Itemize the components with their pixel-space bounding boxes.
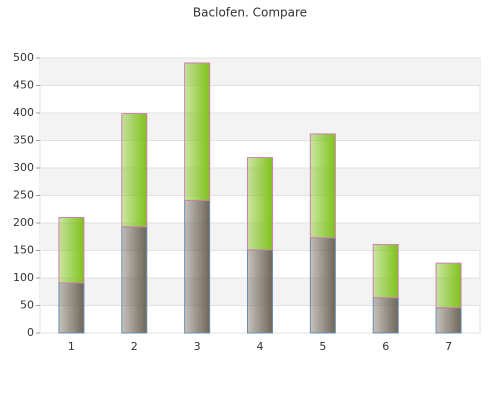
x-tick-label: 4 [257, 340, 264, 353]
y-tick-label: 250 [13, 189, 34, 202]
x-tick-label: 6 [382, 340, 389, 353]
bar-segment [247, 157, 273, 251]
x-tick-label: 1 [68, 340, 75, 353]
bar-segment [58, 282, 85, 334]
bar-segment [372, 297, 399, 334]
y-tick-label: 500 [13, 51, 34, 64]
y-tick-label: 450 [13, 79, 34, 92]
y-tick-label: 400 [13, 106, 34, 119]
bar-segment [435, 307, 462, 334]
x-tick-label: 2 [131, 340, 138, 353]
bar-segment [247, 249, 273, 334]
bar-segment [121, 113, 148, 228]
bar-segment [184, 199, 211, 334]
y-tick-label: 200 [13, 216, 34, 229]
y-tick-label: 350 [13, 134, 34, 147]
y-tick-label: 100 [13, 271, 34, 284]
y-tick-label: 300 [13, 161, 34, 174]
bar-segment [372, 243, 399, 299]
bar-segment [58, 217, 85, 284]
bar-segment [121, 226, 148, 334]
bar-segment [435, 262, 462, 309]
grid-band [40, 113, 480, 141]
x-tick-label: 7 [445, 340, 452, 353]
x-tick-label: 5 [319, 340, 326, 353]
y-tick-label: 150 [13, 244, 34, 257]
x-tick-label: 3 [194, 340, 201, 353]
chart-title: Baclofen. Compare [193, 6, 307, 20]
bar-segment [309, 237, 336, 334]
y-tick-label: 0 [27, 326, 34, 339]
y-tick-label: 50 [20, 299, 34, 312]
bar-segment [309, 133, 336, 239]
bar-segment [184, 62, 211, 201]
grid-band [40, 58, 480, 86]
